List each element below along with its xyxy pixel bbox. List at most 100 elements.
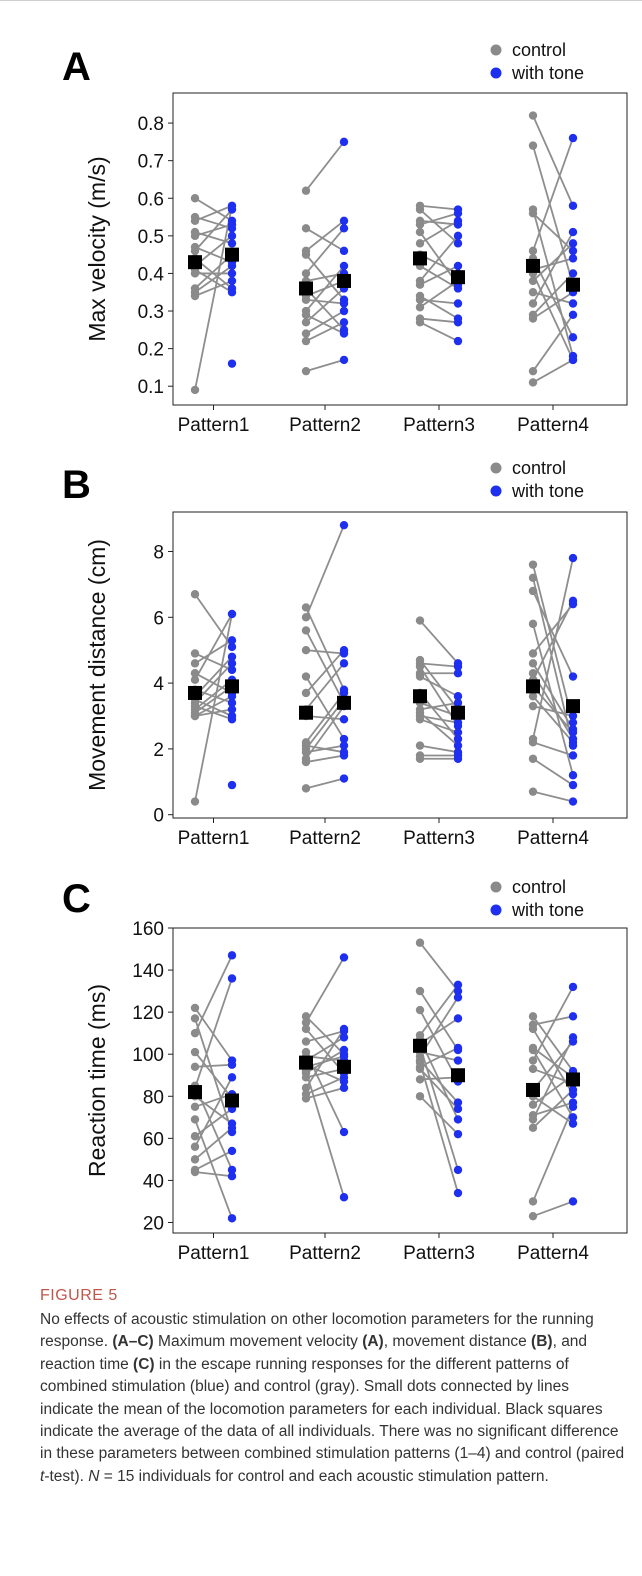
- panel-a-tone-point: [227, 269, 237, 278]
- panel-a-control-mean: [188, 255, 202, 270]
- panel-b-control-point: [190, 590, 200, 599]
- panel-c-tone-point: [453, 1104, 463, 1114]
- panel-c-tone-mean: [225, 1093, 239, 1108]
- panel-c-tone-point: [227, 974, 237, 983]
- panel-a-tone-point: [227, 276, 237, 286]
- panel-b-control-mean: [413, 689, 427, 704]
- panel-c-control-mean: [526, 1082, 540, 1097]
- panel-c-tone-point: [227, 1165, 237, 1175]
- panel-b-individual-link: [532, 600, 574, 681]
- panel-a-xtick-label: Pattern3: [403, 415, 475, 436]
- panel-b-control-point: [528, 619, 538, 629]
- panel-b-individual-link: [194, 613, 233, 681]
- panel-b-control-point: [415, 754, 425, 763]
- panel-c-control-point: [190, 1014, 200, 1023]
- panel-c-ytick-label: 160: [132, 919, 164, 940]
- panel-a-control-point: [415, 220, 425, 229]
- panel-a-xtick-label: Pattern2: [289, 415, 361, 436]
- panel-b-tone-mean: [566, 699, 580, 714]
- panel-b-tone-point: [339, 734, 349, 744]
- panel-c-tone-point: [227, 1073, 237, 1082]
- panel-c-tone-point: [453, 993, 463, 1002]
- panel-b-plot-frame: [172, 511, 628, 819]
- panel-c-individual-link: [194, 1127, 233, 1161]
- panel-b-legend-tone-label: with tone: [511, 481, 584, 501]
- panel-b-control-point: [528, 738, 538, 747]
- panel-b-control-mean: [526, 679, 540, 694]
- panel-b-individual-link: [419, 619, 459, 664]
- panel-a-control-point: [528, 288, 538, 297]
- panel-c-legend-tone-marker: [490, 904, 502, 916]
- panel-a-control-point: [528, 299, 538, 308]
- panel-a-individual-link: [532, 273, 574, 361]
- panel-b-control-point: [528, 560, 538, 569]
- panel-c-individual-link: [532, 1015, 574, 1072]
- panel-b-tone-point: [227, 665, 237, 675]
- panel-a-control-point: [528, 378, 538, 387]
- panel-c-control-point: [190, 1115, 200, 1124]
- panel-b-tone-point: [339, 520, 349, 530]
- panel-a-individual-link: [419, 220, 459, 245]
- panel-b-ytick-label: 2: [153, 740, 164, 761]
- panel-a-individual-link: [305, 141, 345, 192]
- panel-a-individual-link: [532, 314, 574, 372]
- panel-a-control-point: [301, 329, 311, 338]
- caption-n-italic: N: [88, 1467, 100, 1485]
- panel-a-individual-link: [305, 287, 345, 323]
- panel-c-tone-point: [568, 982, 578, 992]
- panel-a-control-point: [528, 314, 538, 323]
- panel-b-tone-point: [453, 692, 463, 701]
- panel-a-legend-control-label: control: [512, 40, 566, 60]
- panel-c-individual-link: [305, 1076, 345, 1095]
- panel-a-tone-point: [339, 246, 349, 256]
- panel-c-individual-link: [419, 1059, 459, 1104]
- panel-c-individual-link: [419, 984, 459, 1036]
- panel-b-tone-point: [453, 662, 463, 671]
- panel-a-control-point: [528, 276, 538, 286]
- panel-c-ytick-label: 60: [143, 1129, 164, 1150]
- panel-c-control-point: [528, 1211, 538, 1221]
- panel-c-tone-point: [339, 1026, 349, 1036]
- panel-b-individual-link: [532, 741, 574, 757]
- panel-b-individual-link: [532, 590, 574, 677]
- panel-b-control-mean: [299, 705, 313, 720]
- panel-b-tone-point: [339, 649, 349, 658]
- panel-a-ylabel: Max velocity (m/s): [84, 156, 110, 341]
- panel-c-tone-point: [227, 1127, 237, 1137]
- panel-b-ytick-label: 0: [153, 806, 164, 827]
- panel-c-individual-link: [305, 1086, 345, 1100]
- panel-c-tone-point: [453, 1014, 463, 1023]
- panel-c-individual-link: [194, 1108, 233, 1137]
- panel-b-control-point: [301, 603, 311, 612]
- panel-a-control-point: [301, 295, 311, 304]
- panel-b-control-point: [528, 754, 538, 763]
- panel-c-control-point: [301, 1073, 311, 1082]
- panel-a-tone-point: [568, 299, 578, 308]
- panel-c-control-mean: [188, 1085, 202, 1100]
- panel-c-individual-link: [419, 1051, 459, 1062]
- panel-a-tone-point: [453, 261, 463, 271]
- panel-a-control-point: [301, 310, 311, 319]
- panel-c-tone-point: [568, 1113, 578, 1122]
- panel-a-individual-link: [194, 197, 233, 222]
- panel-a-tone-point: [568, 355, 578, 365]
- panel-a-individual-link: [305, 220, 345, 252]
- panel-c-tone-point: [453, 1056, 463, 1065]
- panel-b-individual-link: [194, 708, 233, 717]
- panel-a-plot-frame: [172, 92, 628, 406]
- panel-b-tone-mean: [337, 695, 351, 710]
- panel-c-ytick-label: 120: [132, 1003, 164, 1024]
- panel-a-tone-point: [453, 239, 463, 248]
- panel-b-tone-point: [568, 599, 578, 609]
- panel-b-individual-link: [305, 705, 345, 760]
- panel-b-tone-mean: [225, 679, 239, 694]
- panel-c-individual-link: [532, 1036, 574, 1120]
- panel-a-legend-control-marker: [490, 44, 502, 56]
- panel-c-control-point: [301, 1012, 311, 1021]
- panel-a-control-point: [415, 318, 425, 327]
- panel-a-xtick-label: Pattern4: [517, 415, 589, 436]
- panel-a-control-point: [415, 295, 425, 304]
- panel-b-individual-link: [532, 758, 574, 786]
- panel-b-control-point: [190, 669, 200, 678]
- panel-a-individual-link: [305, 321, 345, 342]
